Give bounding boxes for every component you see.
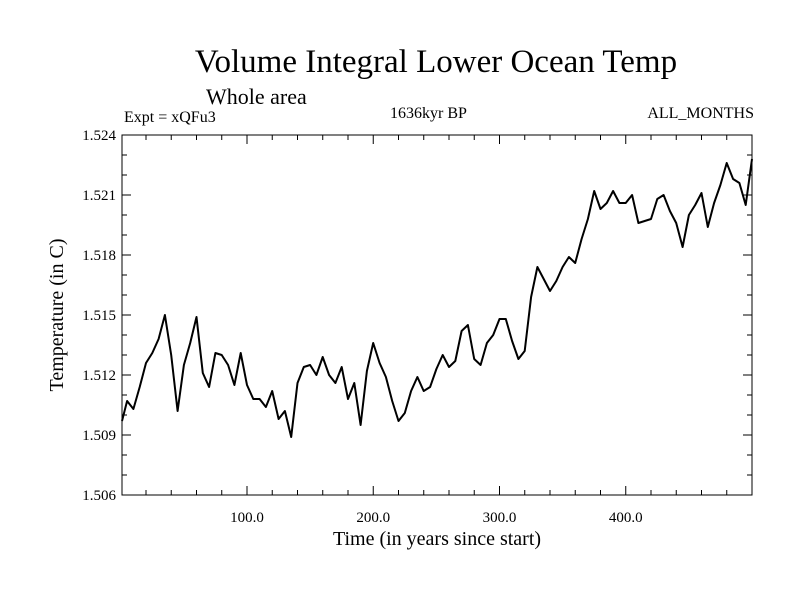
y-tick-label: 1.524: [82, 128, 116, 144]
axis-ticks: 100.0 200.0 300.0 400.0 1.506 1.509 1.512 1.515…: [82, 128, 752, 526]
chart-title: Volume Integral Lower Ocean Temp: [194, 44, 678, 80]
x-tick-label: 100.0: [230, 510, 264, 526]
y-tick-label: 1.512: [82, 368, 116, 384]
period-label: 1636kyr BP: [390, 105, 467, 122]
y-tick-label: 1.521: [82, 188, 116, 204]
plot-frame: [121, 134, 753, 496]
chart-subtitle: Whole area: [206, 84, 307, 109]
y-axis-label: Temperature (in C): [46, 239, 68, 392]
y-tick-label: 1.518: [82, 248, 116, 264]
x-tick-label: 200.0: [356, 510, 390, 526]
x-axis-label: Time (in years since start): [333, 528, 541, 550]
y-tick-label: 1.509: [82, 428, 116, 444]
months-label: ALL_MONTHS: [647, 105, 754, 122]
y-tick-label: 1.515: [82, 308, 116, 324]
y-tick-label: 1.506: [82, 488, 116, 504]
x-tick-label: 300.0: [483, 510, 517, 526]
x-tick-label: 400.0: [609, 510, 643, 526]
series-line: [121, 158, 753, 438]
experiment-label: Expt = xQFu3: [124, 109, 216, 126]
